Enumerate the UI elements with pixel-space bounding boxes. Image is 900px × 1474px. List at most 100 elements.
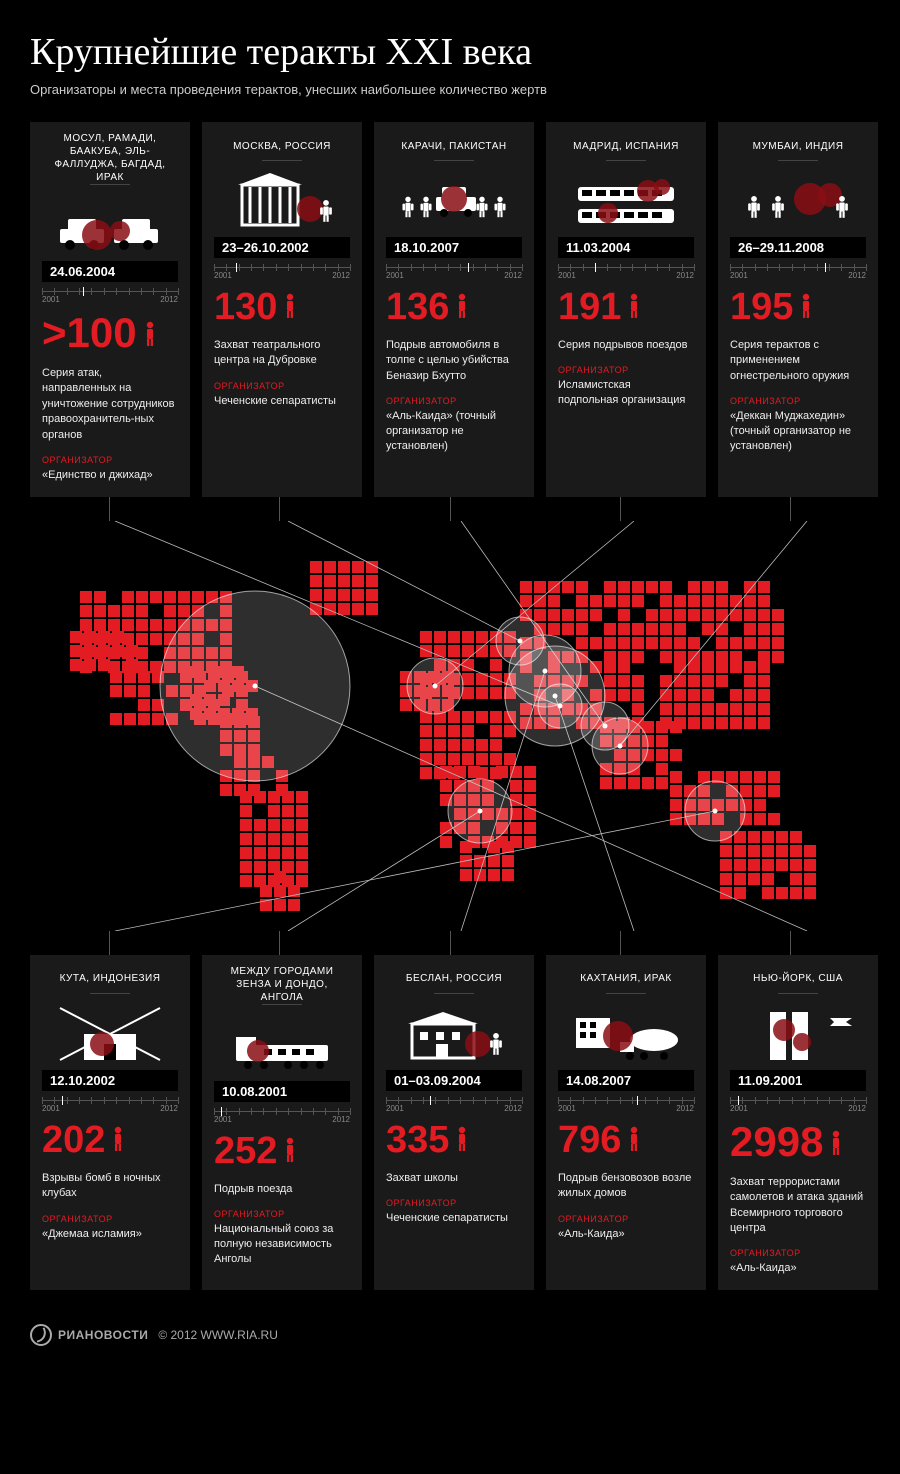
card-victim-count: 2998 [730, 1121, 866, 1163]
event-card-bottom-1: МЕЖДУ ГОРОДАМИ ЗЕНЗА И ДОНДО, АНГОЛА 10.… [202, 955, 362, 1290]
card-victim-count: 335 [386, 1121, 522, 1159]
card-victim-count: 796 [558, 1121, 694, 1159]
card-icon [42, 191, 178, 257]
page-subtitle: Организаторы и места проведения терактов… [30, 82, 870, 97]
card-victim-count: 191 [558, 288, 694, 326]
ria-logo-icon [30, 1324, 52, 1346]
organizer-name: «Деккан Муджахедин» (точный организатор … [730, 409, 866, 454]
card-description: Захват театрального центра на Дубровке [214, 338, 350, 369]
card-location: МУМБАИ, ИНДИЯ [730, 132, 866, 160]
card-location: МОСКВА, РОССИЯ [214, 132, 350, 160]
event-card-top-2: КАРАЧИ, ПАКИСТАН 18.10.2007 2001 2012 13… [374, 122, 534, 497]
organizer-name: «Аль-Каида» (точный организатор не устан… [386, 409, 522, 454]
card-icon [42, 1000, 178, 1066]
event-card-top-3: МАДРИД, ИСПАНИЯ 11.03.2004 2001 2012 191… [546, 122, 706, 497]
card-timeline: 2001 2012 [558, 264, 694, 278]
card-victim-count: 195 [730, 288, 866, 326]
card-timeline: 2001 2012 [558, 1097, 694, 1111]
card-timeline: 2001 2012 [42, 1097, 178, 1111]
organizer-label: ОРГАНИЗАТОР [558, 365, 694, 375]
card-icon [558, 167, 694, 233]
organizer-label: ОРГАНИЗАТОР [558, 1214, 694, 1224]
organizer-label: ОРГАНИЗАТОР [386, 1198, 522, 1208]
organizer-label: ОРГАНИЗАТОР [42, 455, 178, 465]
card-date: 11.03.2004 [558, 237, 694, 258]
event-card-top-4: МУМБАИ, ИНДИЯ 26–29.11.2008 2001 2012 19… [718, 122, 878, 497]
card-location: МАДРИД, ИСПАНИЯ [558, 132, 694, 160]
event-card-bottom-4: НЬЮ-ЙОРК, США 11.09.2001 2001 2012 2998 … [718, 955, 878, 1290]
event-card-bottom-0: КУТА, ИНДОНЕЗИЯ 12.10.2002 2001 2012 202… [30, 955, 190, 1290]
page-title: Крупнейшие теракты XXI века [30, 30, 870, 74]
card-date: 26–29.11.2008 [730, 237, 866, 258]
event-card-top-0: МОСУЛ, РАМАДИ, БААКУБА, ЭЛЬ-ФАЛЛУДЖА, БА… [30, 122, 190, 497]
event-card-top-1: МОСКВА, РОССИЯ 23–26.10.2002 2001 2012 1… [202, 122, 362, 497]
card-location: НЬЮ-ЙОРК, США [730, 965, 866, 993]
bottom-connectors [30, 931, 870, 955]
card-timeline: 2001 2012 [386, 264, 522, 278]
card-date: 14.08.2007 [558, 1070, 694, 1091]
card-description: Захват террористами самолетов и атака зд… [730, 1175, 866, 1237]
card-description: Серия атак, направленных на уничтожение … [42, 366, 178, 443]
card-description: Подрыв автомобиля в толпе с целью убийст… [386, 338, 522, 384]
card-icon [214, 1011, 350, 1077]
bottom-card-row: КУТА, ИНДОНЕЗИЯ 12.10.2002 2001 2012 202… [30, 955, 870, 1290]
card-description: Подрыв бензовозов возле жилых домов [558, 1171, 694, 1202]
organizer-name: Чеченские сепаратисты [386, 1211, 522, 1226]
footer-logo: РИАНОВОСТИ [30, 1324, 148, 1346]
organizer-name: «Аль-Каида» [558, 1227, 694, 1242]
card-icon [730, 1000, 866, 1066]
card-timeline: 2001 2012 [730, 264, 866, 278]
card-date: 10.08.2001 [214, 1081, 350, 1102]
organizer-label: ОРГАНИЗАТОР [42, 1214, 178, 1224]
card-victim-count: 130 [214, 288, 350, 326]
event-card-bottom-2: БЕСЛАН, РОССИЯ 01–03.09.2004 2001 2012 3… [374, 955, 534, 1290]
card-icon [730, 167, 866, 233]
card-icon [386, 1000, 522, 1066]
world-map [20, 521, 880, 931]
card-location: МЕЖДУ ГОРОДАМИ ЗЕНЗА И ДОНДО, АНГОЛА [214, 965, 350, 1004]
organizer-name: «Единство и джихад» [42, 468, 178, 483]
card-date: 11.09.2001 [730, 1070, 866, 1091]
card-location: БЕСЛАН, РОССИЯ [386, 965, 522, 993]
card-location: КАРАЧИ, ПАКИСТАН [386, 132, 522, 160]
card-victim-count: >100 [42, 312, 178, 354]
organizer-label: ОРГАНИЗАТОР [214, 381, 350, 391]
card-date: 23–26.10.2002 [214, 237, 350, 258]
organizer-label: ОРГАНИЗАТОР [730, 1248, 866, 1258]
event-card-bottom-3: КАХТАНИЯ, ИРАК 14.08.2007 2001 2012 796 … [546, 955, 706, 1290]
organizer-name: Национальный союз за полную независимост… [214, 1222, 350, 1267]
card-location: КУТА, ИНДОНЕЗИЯ [42, 965, 178, 993]
footer-brand: РИАНОВОСТИ [58, 1328, 148, 1342]
card-timeline: 2001 2012 [386, 1097, 522, 1111]
card-location: МОСУЛ, РАМАДИ, БААКУБА, ЭЛЬ-ФАЛЛУДЖА, БА… [42, 132, 178, 184]
card-victim-count: 202 [42, 1121, 178, 1159]
card-date: 01–03.09.2004 [386, 1070, 522, 1091]
top-card-row: МОСУЛ, РАМАДИ, БААКУБА, ЭЛЬ-ФАЛЛУДЖА, БА… [30, 122, 870, 497]
card-timeline: 2001 2012 [730, 1097, 866, 1111]
card-date: 24.06.2004 [42, 261, 178, 282]
card-description: Подрыв поезда [214, 1182, 350, 1197]
card-timeline: 2001 2012 [214, 264, 350, 278]
organizer-name: Исламистская подпольная организация [558, 378, 694, 408]
card-timeline: 2001 2012 [42, 288, 178, 302]
organizer-label: ОРГАНИЗАТОР [730, 396, 866, 406]
organizer-label: ОРГАНИЗАТОР [214, 1209, 350, 1219]
card-location: КАХТАНИЯ, ИРАК [558, 965, 694, 993]
card-description: Взрывы бомб в ночных клубах [42, 1171, 178, 1202]
card-victim-count: 136 [386, 288, 522, 326]
organizer-label: ОРГАНИЗАТОР [386, 396, 522, 406]
top-connectors [30, 497, 870, 521]
organizer-name: «Аль-Каида» [730, 1261, 866, 1276]
card-timeline: 2001 2012 [214, 1108, 350, 1122]
card-icon [386, 167, 522, 233]
card-icon [558, 1000, 694, 1066]
footer-copyright: © 2012 WWW.RIA.RU [158, 1328, 278, 1342]
card-description: Серия терактов с применением огнестрельн… [730, 338, 866, 384]
footer: РИАНОВОСТИ © 2012 WWW.RIA.RU [30, 1310, 870, 1346]
card-icon [214, 167, 350, 233]
card-date: 18.10.2007 [386, 237, 522, 258]
card-date: 12.10.2002 [42, 1070, 178, 1091]
card-victim-count: 252 [214, 1132, 350, 1170]
card-description: Захват школы [386, 1171, 522, 1186]
card-description: Серия подрывов поездов [558, 338, 694, 353]
